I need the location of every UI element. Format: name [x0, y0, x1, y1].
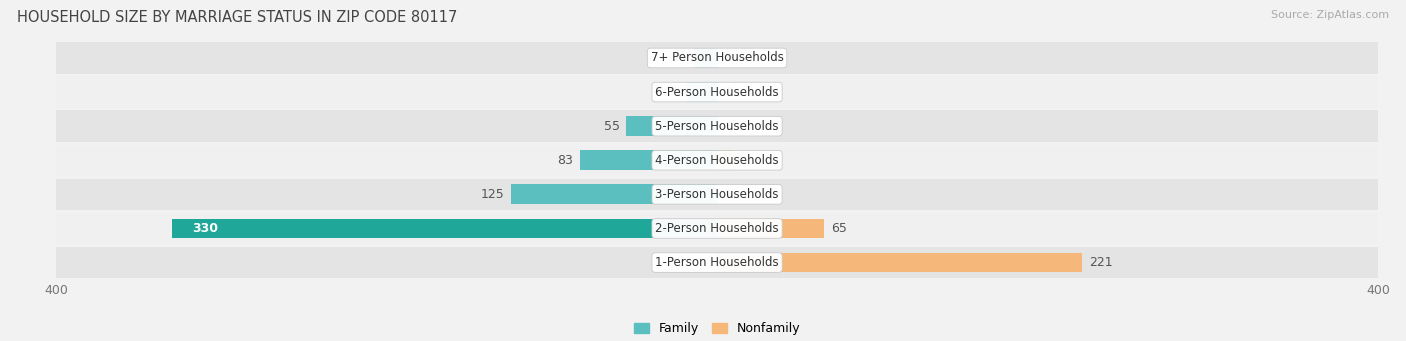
Text: 0: 0 [724, 120, 731, 133]
Text: Source: ZipAtlas.com: Source: ZipAtlas.com [1271, 10, 1389, 20]
Text: 6-Person Households: 6-Person Households [655, 86, 779, 99]
Legend: Family, Nonfamily: Family, Nonfamily [628, 317, 806, 340]
Bar [56, 110, 1378, 142]
Text: 7+ Person Households: 7+ Person Households [651, 51, 783, 64]
Text: 3-Person Households: 3-Person Households [655, 188, 779, 201]
Text: 2-Person Households: 2-Person Households [655, 222, 779, 235]
Bar [626, 116, 717, 136]
Text: 65: 65 [831, 222, 846, 235]
Text: 4-Person Households: 4-Person Households [655, 154, 779, 167]
Bar [56, 247, 1378, 278]
Text: 1-Person Households: 1-Person Households [655, 256, 779, 269]
Text: 221: 221 [1088, 256, 1112, 269]
Text: 14: 14 [672, 51, 688, 64]
Bar [688, 82, 717, 102]
Text: 125: 125 [481, 188, 503, 201]
Bar [717, 253, 1083, 272]
Bar [56, 179, 1378, 210]
Bar [172, 219, 717, 238]
Text: 330: 330 [191, 222, 218, 235]
Text: 55: 55 [603, 120, 620, 133]
Bar [717, 150, 733, 170]
Text: 0: 0 [724, 86, 731, 99]
Bar [579, 150, 717, 170]
Bar [56, 213, 1378, 244]
Bar [510, 184, 717, 204]
Bar [56, 42, 1378, 74]
Text: 0: 0 [724, 188, 731, 201]
Text: 5-Person Households: 5-Person Households [655, 120, 779, 133]
Text: 9: 9 [738, 154, 747, 167]
Text: 0: 0 [724, 51, 731, 64]
Bar [56, 76, 1378, 108]
Bar [56, 145, 1378, 176]
Bar [695, 48, 717, 68]
Bar [717, 219, 824, 238]
Text: 18: 18 [665, 86, 681, 99]
Text: HOUSEHOLD SIZE BY MARRIAGE STATUS IN ZIP CODE 80117: HOUSEHOLD SIZE BY MARRIAGE STATUS IN ZIP… [17, 10, 457, 25]
Text: 83: 83 [557, 154, 574, 167]
